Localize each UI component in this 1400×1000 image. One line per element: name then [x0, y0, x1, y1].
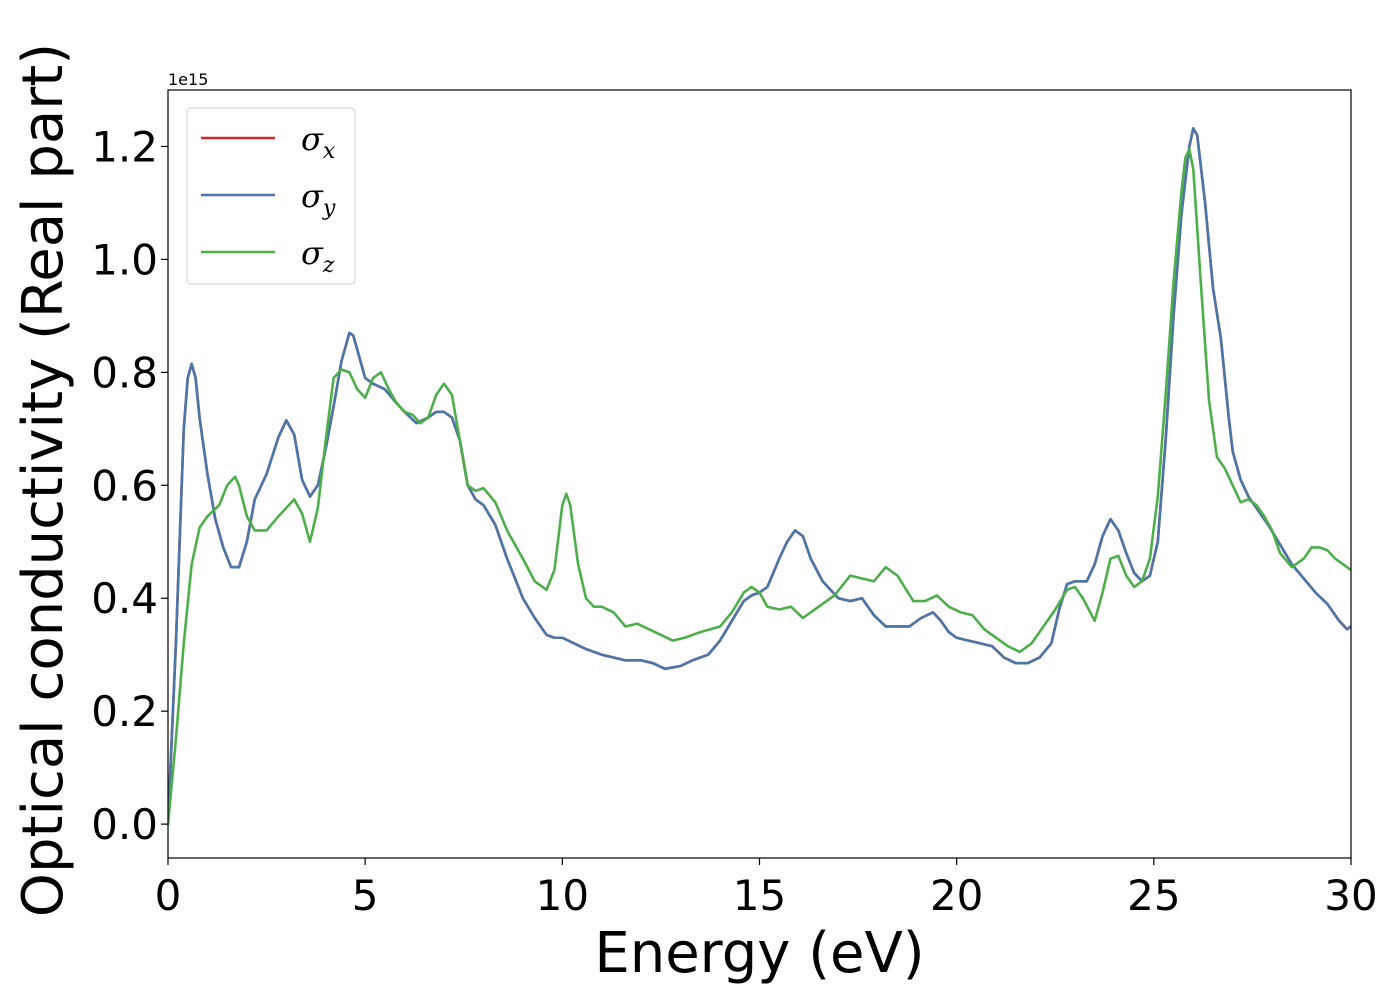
y-tick-label: 1.0	[91, 235, 158, 284]
y-tick-label: 0.2	[91, 687, 158, 736]
legend: σx σy σz	[186, 107, 356, 285]
y-axis-label: Optical conductivity (Real part)	[11, 43, 76, 917]
legend-label-x: σx	[301, 120, 336, 164]
x-tick-label: 25	[1127, 871, 1180, 920]
x-tick-label: 0	[155, 871, 182, 920]
x-tick-label: 10	[536, 871, 589, 920]
plot-frame	[167, 89, 1352, 859]
y-tick-label: 0.0	[91, 800, 158, 849]
legend-label-y: σy	[301, 177, 336, 221]
y-offset-label: 1e15	[168, 70, 208, 89]
legend-entries: σx σy σz	[201, 120, 336, 278]
y-tick-label: 0.8	[91, 348, 158, 397]
y-tick-label: 0.4	[91, 574, 158, 623]
series-layer	[168, 127, 1351, 826]
ticks-layer: 0 5 10 15 20 25 30 0.0 0.2 0.4 0.6 0.8 1.0 1.2	[91, 122, 1378, 920]
x-tick-label: 20	[930, 871, 983, 920]
y-tick-label: 1.2	[91, 122, 158, 171]
y-tick-label: 0.6	[91, 461, 158, 510]
legend-label-z: σz	[301, 234, 335, 278]
x-tick-label: 30	[1324, 871, 1377, 920]
series-line-z	[168, 147, 1351, 826]
x-tick-label: 5	[352, 871, 379, 920]
x-tick-label: 15	[733, 871, 786, 920]
x-axis-label: Energy (eV)	[594, 921, 924, 986]
